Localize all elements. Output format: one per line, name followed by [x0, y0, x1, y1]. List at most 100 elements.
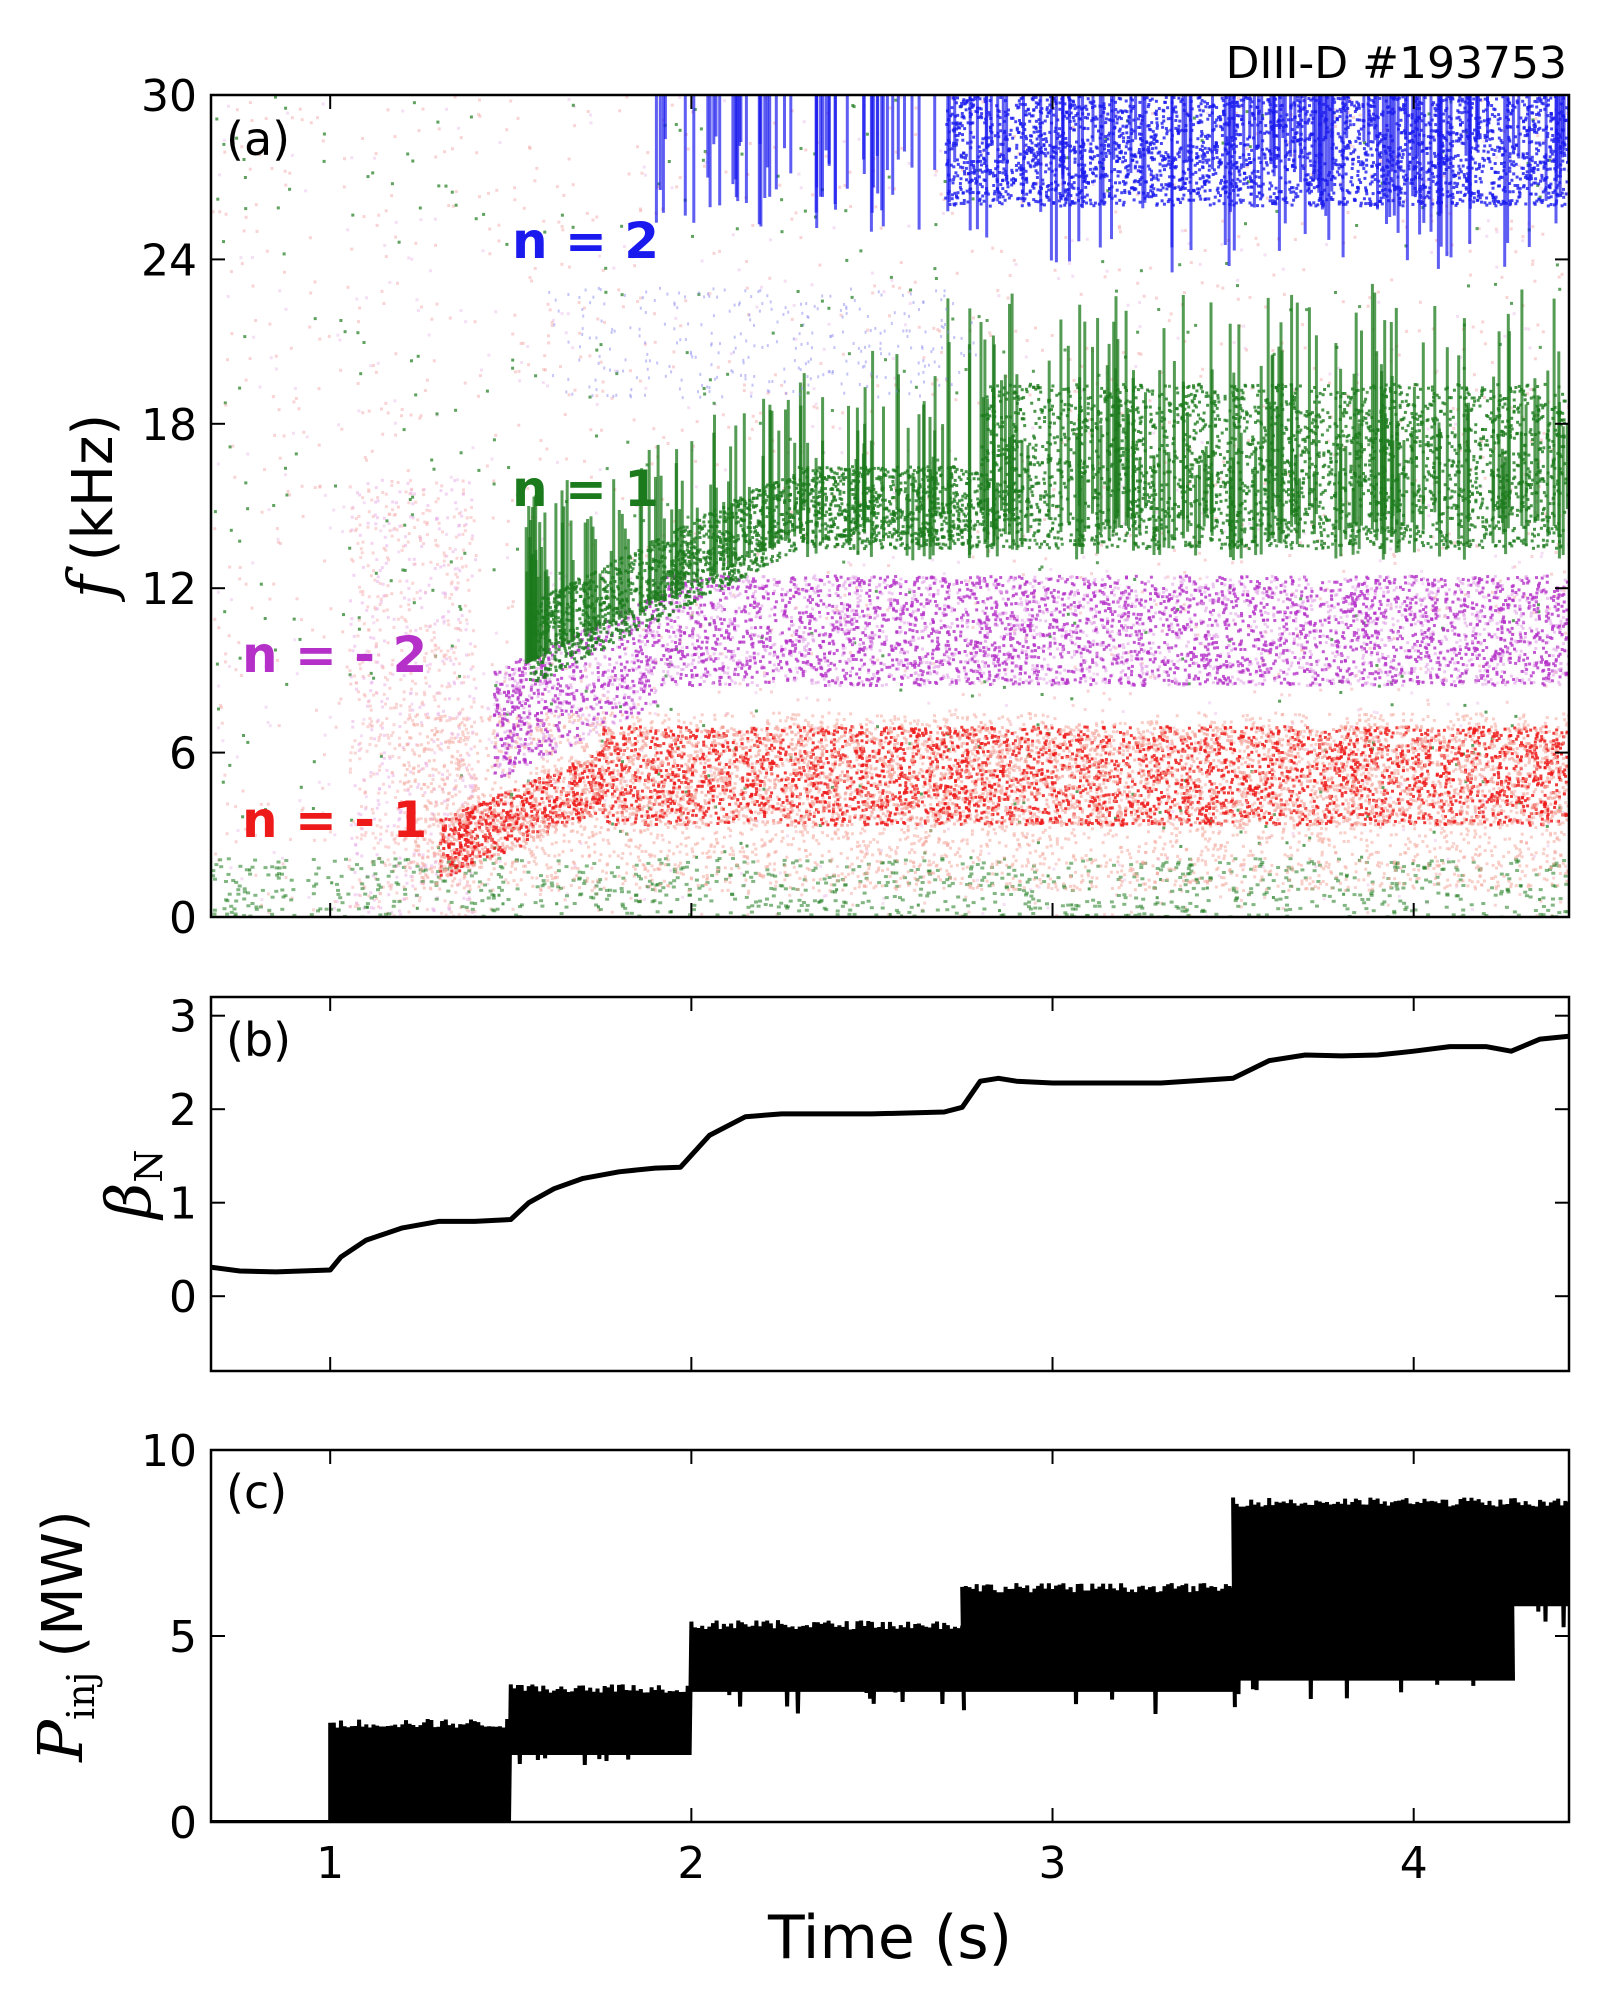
- spectrogram-dot: [866, 133, 869, 136]
- spectrogram-dot: [1149, 267, 1152, 270]
- spectrogram-dot: [918, 326, 921, 329]
- spectrogram-dot: [1513, 312, 1516, 315]
- spectrogram-dot: [666, 503, 669, 506]
- spectrogram-dot: [667, 442, 670, 445]
- spectrogram-dot: [800, 186, 803, 189]
- spectrogram-dot: [268, 323, 271, 326]
- spectrogram-dot: [917, 719, 920, 722]
- spectrogram-dot: [1240, 899, 1243, 902]
- spectrogram-dot: [700, 127, 703, 130]
- spectrogram-dot: [626, 441, 629, 444]
- spectrogram-dot: [887, 564, 890, 567]
- spectrogram-dot: [1503, 335, 1506, 338]
- spectrogram-dot: [1394, 562, 1397, 565]
- spectrogram-dot: [324, 734, 327, 737]
- spectrogram-dot: [1087, 690, 1090, 693]
- spectrogram-dot: [433, 751, 436, 754]
- spectrogram-dot: [987, 588, 990, 591]
- spectrogram-dot: [278, 724, 281, 727]
- spectrogram-dot: [460, 309, 463, 312]
- spectrogram-dot: [1303, 748, 1306, 751]
- spectrogram-dot: [774, 373, 777, 376]
- spectrogram-dot: [621, 760, 624, 763]
- spectrogram-dot: [329, 607, 332, 610]
- spectrogram-dot: [978, 315, 981, 318]
- spectrogram-dot: [464, 382, 467, 385]
- spectrogram-dot: [686, 351, 689, 354]
- spectrogram-dot: [695, 485, 698, 488]
- spectrogram-dot: [1394, 769, 1397, 772]
- spectrogram-dot: [703, 387, 706, 390]
- spectrogram-dot: [907, 225, 910, 228]
- spectrogram-dot: [816, 407, 819, 410]
- spectrogram-dot: [876, 659, 879, 662]
- spectrogram-dot: [1427, 514, 1430, 517]
- spectrogram-dot: [726, 373, 729, 376]
- spectrogram-dot: [663, 657, 666, 660]
- spectrogram-dot: [884, 358, 887, 361]
- spectrogram-dot: [341, 530, 344, 533]
- spectrogram-dot: [431, 589, 434, 592]
- spectrogram-dot: [1009, 756, 1012, 759]
- spectrogram-dot: [1435, 873, 1438, 876]
- spectrogram-dot: [1151, 112, 1154, 115]
- spectrogram-dot: [1366, 391, 1369, 394]
- spectrogram-dot: [494, 310, 497, 313]
- spectrogram-dot: [292, 432, 295, 435]
- spectrogram-dot: [1166, 575, 1169, 578]
- spectrogram-dot: [703, 165, 706, 168]
- spectrogram-dot: [1156, 896, 1159, 899]
- spectrogram-dot: [1084, 708, 1087, 711]
- spectrogram-dot: [475, 554, 478, 557]
- spectrogram-dot: [302, 431, 305, 434]
- spectrogram-dot: [295, 397, 298, 400]
- spectrogram-dot: [741, 153, 744, 156]
- spectrogram-dot: [1427, 703, 1430, 706]
- spectrogram-dot: [1472, 326, 1475, 329]
- spectrogram-dot: [743, 384, 746, 387]
- spectrogram-dot: [681, 896, 684, 899]
- spectrogram-dot: [568, 98, 571, 101]
- spectrogram-dot: [1129, 894, 1132, 897]
- spectrogram-dot: [250, 607, 253, 610]
- spectrogram-dot: [1204, 559, 1207, 562]
- spectrogram-dot: [381, 290, 384, 293]
- spectrogram-dot: [485, 747, 488, 750]
- spectrogram-dot: [359, 372, 362, 375]
- spectrogram-dot: [1463, 704, 1466, 707]
- spectrogram-dot: [978, 693, 981, 696]
- spectrogram-dot: [1518, 561, 1521, 564]
- spectrogram-dot: [222, 781, 225, 784]
- spectrogram-dot: [751, 428, 754, 431]
- spectrogram-dot: [1366, 911, 1369, 914]
- spectrogram-dot: [268, 508, 271, 511]
- spectrogram-dot: [506, 543, 509, 546]
- spectrogram-dot: [306, 436, 309, 439]
- spectrogram-dot: [908, 162, 911, 165]
- spectrogram-dot: [1050, 887, 1053, 890]
- spectrogram-dot: [380, 598, 383, 601]
- spectrogram-dot: [1478, 665, 1481, 668]
- spectrogram-dot: [675, 123, 678, 126]
- spectrogram-dot: [768, 277, 771, 280]
- spectrogram-dot: [1266, 197, 1269, 200]
- spectrogram-dot: [1220, 343, 1223, 346]
- spectrogram-dot: [1049, 568, 1052, 571]
- spectrogram-dot: [1031, 427, 1034, 430]
- spectrogram-dot: [1172, 727, 1175, 730]
- spectrogram-dot: [831, 409, 834, 412]
- spectrogram-dot: [228, 665, 231, 668]
- spectrogram-dot: [849, 205, 852, 208]
- spectrogram-dot: [229, 866, 232, 869]
- spectrogram-dot: [333, 907, 336, 910]
- spectrogram-dot: [395, 221, 398, 224]
- spectrogram-dot: [514, 370, 517, 373]
- spectrogram-dot: [1129, 692, 1132, 695]
- spectrogram-dot: [301, 118, 304, 121]
- spectrogram-dot: [652, 427, 655, 430]
- spectrogram-dot: [888, 314, 891, 317]
- spectrogram-dot: [429, 269, 432, 272]
- spectrogram-dot: [988, 331, 991, 334]
- spectrogram-dot: [487, 192, 490, 195]
- spectrogram-dot: [836, 865, 839, 868]
